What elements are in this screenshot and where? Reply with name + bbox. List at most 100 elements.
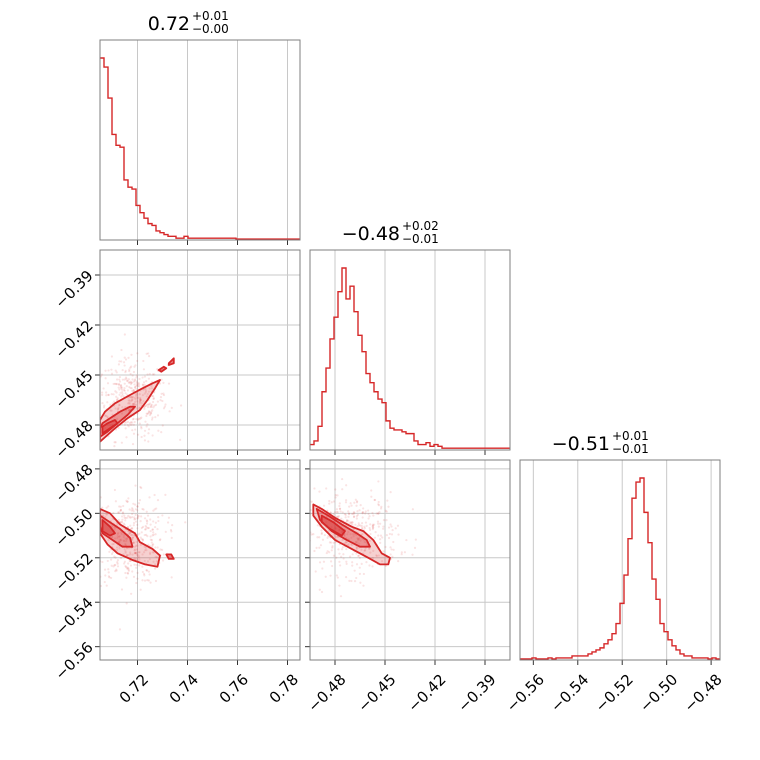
sample-point bbox=[153, 508, 156, 511]
tick-label-x: 0.78 bbox=[266, 670, 302, 706]
sample-point bbox=[390, 548, 393, 551]
sample-point bbox=[131, 389, 134, 392]
sample-point bbox=[146, 560, 150, 563]
sample-point bbox=[350, 504, 353, 507]
sample-point bbox=[140, 425, 143, 428]
sample-point bbox=[148, 573, 151, 576]
sample-point bbox=[146, 534, 149, 538]
sample-point bbox=[335, 574, 338, 577]
sample-point bbox=[139, 417, 142, 420]
sample-point bbox=[342, 553, 345, 556]
sample-point bbox=[134, 520, 138, 523]
sample-point bbox=[329, 511, 332, 514]
sample-point bbox=[120, 412, 124, 415]
sample-point bbox=[152, 406, 155, 409]
sample-point bbox=[143, 533, 146, 537]
histogram-step-p2 bbox=[520, 477, 720, 660]
sample-point bbox=[129, 380, 132, 383]
sample-point bbox=[387, 526, 391, 529]
sample-point bbox=[150, 418, 154, 421]
sample-point bbox=[376, 520, 380, 523]
sample-point bbox=[370, 495, 373, 498]
sample-point bbox=[128, 399, 131, 402]
sample-point bbox=[344, 501, 348, 504]
sample-point bbox=[281, 524, 283, 526]
sample-point bbox=[118, 380, 122, 383]
sample-point bbox=[144, 528, 147, 531]
sample-point bbox=[155, 556, 159, 559]
sample-point bbox=[380, 505, 383, 508]
tick-label-y: −0.42 bbox=[51, 317, 96, 362]
sample-point bbox=[382, 527, 385, 530]
sample-point bbox=[134, 394, 138, 398]
sample-point bbox=[132, 510, 135, 513]
sample-point bbox=[110, 535, 113, 539]
sample-point bbox=[143, 407, 146, 410]
sample-point bbox=[115, 371, 118, 374]
sample-point bbox=[112, 542, 115, 546]
sample-point bbox=[158, 539, 161, 542]
sample-point bbox=[414, 538, 417, 541]
sample-point bbox=[331, 564, 334, 568]
sample-point bbox=[146, 423, 149, 426]
sample-point bbox=[156, 528, 159, 531]
sample-point bbox=[152, 397, 155, 400]
tick-label-x: −0.48 bbox=[304, 670, 349, 715]
sample-point bbox=[347, 542, 350, 546]
sample-point bbox=[104, 414, 107, 417]
sample-point bbox=[136, 384, 140, 388]
sample-point bbox=[138, 402, 141, 405]
sample-point bbox=[128, 385, 131, 389]
sample-point bbox=[136, 352, 139, 355]
sample-point bbox=[375, 512, 378, 515]
sample-point bbox=[337, 548, 340, 551]
sample-point bbox=[126, 379, 129, 382]
sample-point bbox=[136, 418, 140, 421]
sample-point bbox=[127, 381, 130, 384]
sample-point bbox=[136, 509, 139, 512]
sample-point bbox=[344, 540, 348, 543]
sample-point bbox=[127, 567, 130, 570]
sample-point bbox=[156, 414, 160, 417]
sample-point bbox=[125, 547, 128, 550]
sample-point bbox=[112, 565, 115, 568]
sample-point bbox=[118, 541, 121, 544]
sample-point bbox=[322, 560, 326, 563]
sample-point bbox=[377, 525, 380, 528]
sample-point bbox=[144, 546, 147, 549]
sample-point bbox=[103, 580, 106, 584]
sample-point bbox=[108, 576, 111, 579]
sample-point bbox=[128, 508, 131, 511]
sample-point bbox=[141, 579, 144, 582]
sample-point bbox=[364, 521, 368, 524]
sample-point bbox=[118, 404, 121, 407]
sample-point bbox=[141, 376, 144, 379]
sample-point bbox=[358, 537, 361, 540]
sample-point bbox=[129, 395, 132, 398]
sample-point bbox=[138, 499, 142, 502]
sample-point bbox=[116, 397, 119, 400]
sample-point bbox=[371, 565, 374, 568]
sample-point bbox=[146, 526, 149, 530]
sample-point bbox=[118, 538, 121, 541]
sample-point bbox=[339, 510, 342, 513]
sample-point bbox=[113, 555, 116, 558]
sample-point bbox=[117, 383, 121, 386]
sample-point bbox=[148, 402, 152, 405]
sample-point bbox=[164, 530, 167, 533]
sample-point bbox=[135, 552, 138, 555]
sample-point bbox=[116, 562, 119, 565]
sample-point bbox=[116, 533, 119, 536]
sample-point bbox=[149, 523, 152, 526]
sample-point bbox=[379, 507, 383, 510]
sample-point bbox=[345, 562, 348, 565]
sample-point bbox=[124, 543, 127, 547]
sample-point bbox=[314, 570, 317, 573]
sample-point bbox=[352, 535, 355, 538]
sample-point bbox=[141, 539, 145, 542]
sample-point bbox=[124, 542, 127, 545]
sample-point bbox=[332, 513, 335, 516]
sample-point bbox=[114, 500, 117, 503]
sample-point bbox=[110, 372, 114, 375]
sample-point bbox=[129, 423, 132, 426]
